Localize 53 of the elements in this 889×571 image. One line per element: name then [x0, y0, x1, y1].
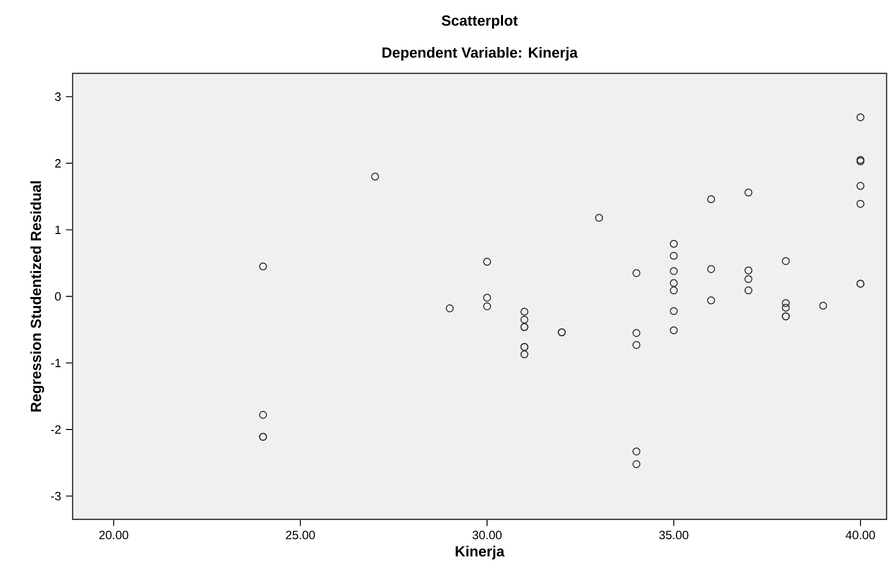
point: [819, 302, 828, 310]
point: [259, 410, 268, 419]
point: [744, 188, 752, 197]
point: [632, 341, 640, 349]
point: [670, 286, 678, 294]
point: [520, 308, 528, 316]
point: [483, 302, 492, 310]
point: [520, 316, 528, 324]
y-tick-label: -2: [51, 425, 61, 434]
point: [670, 267, 678, 276]
x-axis-title: Kinerja: [456, 546, 505, 560]
point: [856, 182, 864, 190]
point: [632, 329, 640, 337]
point: [670, 252, 678, 260]
chart-subtitle: Dependent Variable: Kinerja: [382, 47, 578, 61]
point: [595, 214, 604, 222]
point: [483, 258, 492, 266]
point: [670, 279, 678, 288]
point: [856, 200, 864, 208]
point: [707, 296, 716, 304]
point: [520, 350, 528, 358]
point: [856, 113, 864, 122]
chart-title: Scatterplot: [442, 15, 518, 29]
y-tick-label: -3: [51, 492, 61, 500]
point: [632, 448, 640, 456]
point: [707, 195, 716, 204]
point: [632, 269, 640, 278]
point: [744, 286, 752, 294]
x-tick-label: 30.00: [472, 530, 502, 540]
point: [632, 460, 640, 468]
y-tick-label: 0: [55, 292, 61, 301]
point: [782, 299, 790, 308]
point: [259, 262, 268, 270]
point: [782, 304, 790, 312]
point: [670, 307, 678, 315]
x-tick-label: 40.00: [846, 530, 876, 540]
x-tick-label: 20.00: [99, 530, 128, 540]
y-tick-label: 2: [55, 159, 61, 168]
point: [446, 304, 454, 312]
point: [707, 265, 716, 274]
point: [744, 266, 752, 274]
y-tick-label: 3: [55, 92, 61, 101]
y-tick-label: 1: [55, 226, 61, 234]
point: [371, 172, 380, 181]
point: [670, 326, 678, 334]
y-tick-label: -1: [51, 358, 61, 368]
y-axis-title: Regression Studentized Residual: [30, 181, 44, 412]
point: [782, 257, 790, 266]
point: [744, 275, 752, 284]
x-tick-label: 35.00: [659, 530, 688, 540]
point: [670, 240, 678, 248]
x-tick-label: 25.00: [286, 530, 315, 540]
point: [483, 294, 492, 302]
